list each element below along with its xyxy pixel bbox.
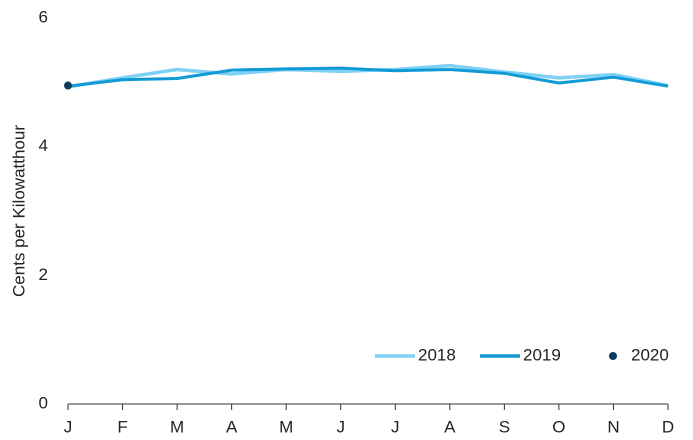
series-line (67, 66, 669, 88)
series-point (64, 81, 72, 90)
x-tick-label: F (117, 417, 127, 436)
x-tick-label: M (279, 417, 293, 436)
x-tick-label: J (64, 417, 73, 436)
y-tick-label: 2 (39, 265, 48, 284)
x-tick-label: A (444, 417, 456, 436)
legend-label: 2020 (631, 345, 669, 364)
x-tick-label: J (391, 417, 400, 436)
x-tick-label: A (226, 417, 238, 436)
y-tick-label: 4 (39, 136, 48, 155)
x-tick-label: S (499, 417, 510, 436)
legend-label: 2018 (418, 345, 456, 364)
x-tick-label: M (170, 417, 184, 436)
y-axis-label: Cents per Kilowatthour (9, 125, 28, 297)
x-tick-label: N (607, 417, 619, 436)
legend-label: 2019 (523, 345, 561, 364)
legend-symbol (609, 352, 617, 360)
x-tick-label: D (662, 417, 674, 436)
x-tick-label: O (552, 417, 565, 436)
x-tick-label: J (336, 417, 345, 436)
y-tick-label: 0 (39, 393, 48, 412)
y-tick-label: 6 (39, 7, 48, 26)
